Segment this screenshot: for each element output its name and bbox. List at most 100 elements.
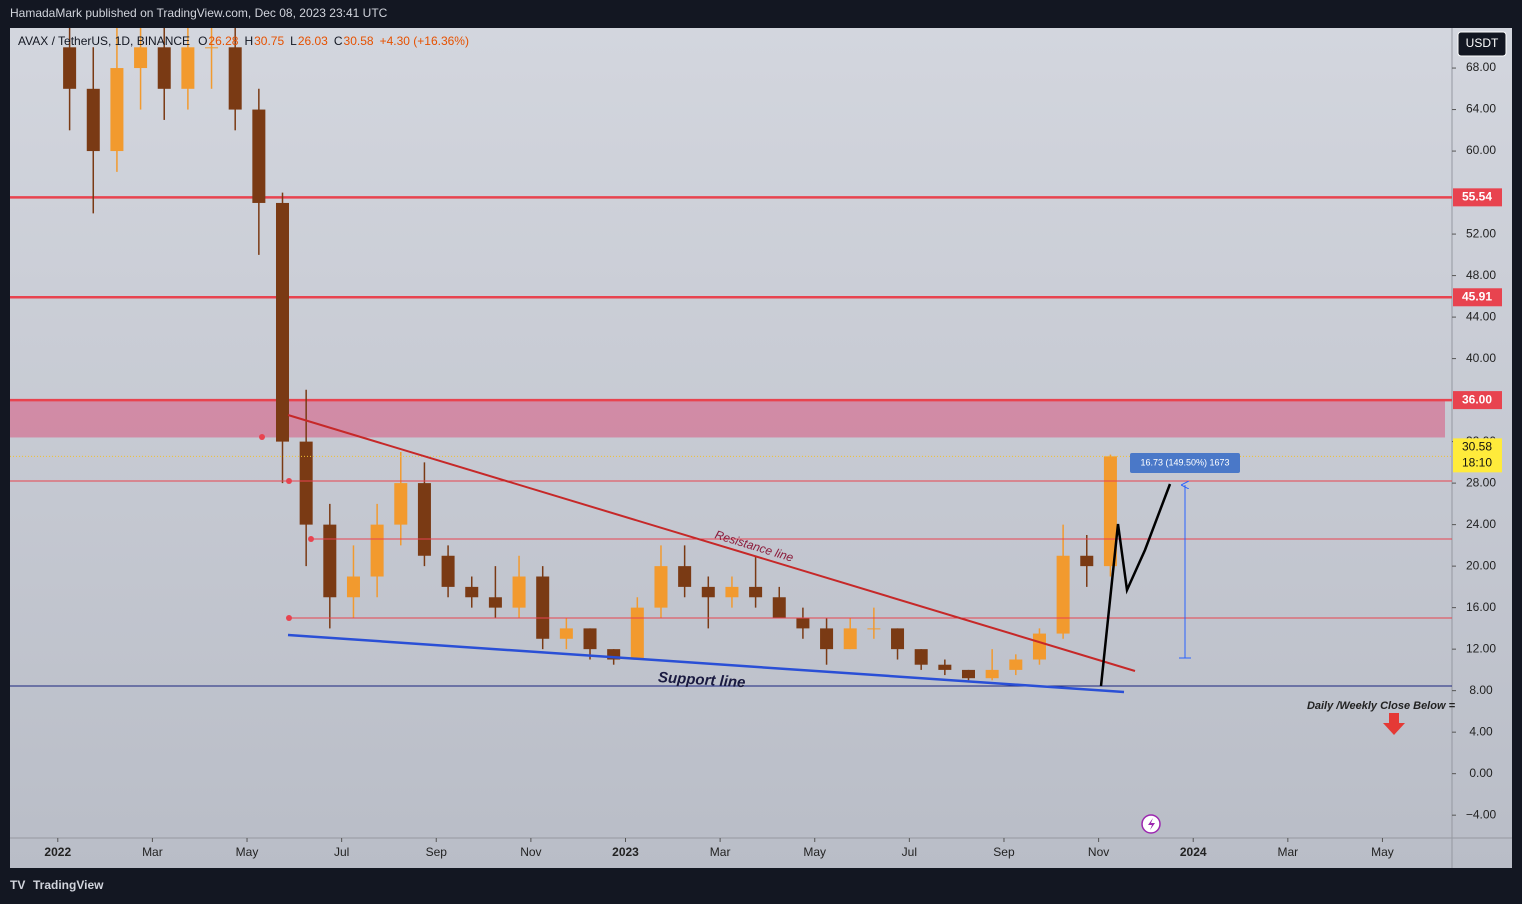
candle-body: [796, 618, 810, 629]
candle-body: [772, 597, 786, 619]
x-tick-label: 2022: [44, 845, 71, 859]
level-price-label: 45.91: [1462, 289, 1492, 303]
ohlc-key: C: [334, 34, 343, 48]
close-below-note: Daily /Weekly Close Below =: [1307, 700, 1456, 712]
candle-body: [252, 109, 266, 203]
candle-body: [394, 483, 408, 525]
candle-body: [1032, 633, 1046, 660]
y-tick-label: 28.00: [1466, 475, 1496, 489]
candle-body: [820, 628, 834, 650]
candle-body: [63, 47, 77, 89]
y-tick-label: 52.00: [1466, 226, 1496, 240]
ohlc-value: 26.03: [298, 34, 328, 48]
y-tick-label: 4.00: [1469, 724, 1493, 738]
candle-body: [1056, 555, 1070, 634]
measure-box: [1130, 453, 1240, 473]
y-tick-label: −4.00: [1466, 807, 1497, 821]
x-tick-label: May: [236, 845, 259, 859]
footer-brand: TradingView: [33, 878, 104, 892]
currency-box[interactable]: [1457, 31, 1507, 57]
wave-drawing: [1099, 483, 1172, 687]
candle-body: [275, 202, 290, 442]
anchor-dot: [286, 478, 292, 484]
ohlc-key: L: [290, 34, 297, 48]
candle-body: [299, 441, 313, 525]
candle-body: [205, 47, 219, 49]
x-tick-label: May: [803, 845, 826, 859]
candle-body: [417, 483, 431, 556]
y-tick-label: 48.00: [1466, 268, 1496, 282]
y-tick-label: 68.00: [1466, 60, 1496, 74]
y-tick-label: 20.00: [1466, 558, 1496, 572]
candle-body: [323, 524, 337, 598]
y-tick-label: 0.00: [1469, 766, 1493, 780]
candle-body: [488, 597, 502, 608]
candle-body: [181, 47, 195, 89]
x-tick-label: Jul: [334, 845, 349, 859]
candle-body: [891, 628, 905, 650]
candle-body: [134, 47, 148, 69]
y-tick-label: 44.00: [1466, 309, 1496, 323]
candle-body: [583, 628, 597, 650]
anchor-dot: [259, 434, 265, 440]
candle-body: [559, 628, 573, 639]
support-label: Support line: [658, 669, 746, 691]
candle-body: [843, 628, 857, 650]
y-tick-label: 16.00: [1466, 600, 1496, 614]
level-price-box: [1453, 288, 1502, 307]
chart-background: [10, 28, 1512, 868]
x-tick-label: May: [1371, 845, 1394, 859]
candle-body: [1009, 659, 1023, 670]
candle-body: [370, 524, 384, 577]
level-price-label: 55.54: [1462, 190, 1492, 204]
event-bolt: [1148, 818, 1155, 830]
candle-body: [630, 607, 644, 660]
x-tick-label: Nov: [1088, 845, 1109, 859]
y-tick-label: 12.00: [1466, 641, 1496, 655]
x-tick-label: Mar: [710, 845, 731, 859]
candle-body: [938, 664, 952, 670]
candle-body: [157, 47, 171, 89]
last-price-box: [1453, 438, 1502, 473]
candle-body: [1080, 555, 1094, 567]
footer-logo: TV: [10, 878, 25, 892]
candle-body: [465, 586, 479, 598]
candle-body: [654, 566, 668, 608]
drawings: 16.73 (149.50%) 1673 Resistance line Sup…: [10, 414, 1456, 834]
ohlc-key: H: [244, 34, 253, 48]
x-tick-label: Mar: [1277, 845, 1298, 859]
publisher: HamadaMark published on TradingView.com,…: [10, 6, 388, 20]
ohlc-value: 30.75: [254, 34, 284, 48]
candle-body: [961, 669, 975, 679]
anchor-dot: [286, 615, 292, 621]
resistance-line: [287, 414, 1136, 672]
candle-body: [607, 649, 621, 660]
candle-body: [441, 555, 455, 587]
plot: [10, 28, 1456, 842]
x-tick-label: Nov: [520, 845, 541, 859]
level-price-box: [1453, 188, 1502, 207]
y-tick-label: 8.00: [1469, 683, 1493, 697]
level-price-label: 36.00: [1462, 392, 1492, 406]
candle-body: [867, 628, 881, 630]
y-tick-label: 60.00: [1466, 143, 1496, 157]
x-tick-label: Jul: [902, 845, 917, 859]
last-price-label: 30.58: [1462, 440, 1492, 454]
candle-body: [512, 576, 526, 608]
y-tick-label: 40.00: [1466, 351, 1496, 365]
x-tick-label: Sep: [426, 845, 448, 859]
change: +4.30 (+16.36%): [380, 34, 469, 48]
resistance-zone: [10, 400, 1445, 438]
candle-body: [701, 586, 715, 598]
down-arrow: [1383, 713, 1405, 735]
candle-body: [86, 88, 100, 152]
symbol: AVAX / TetherUS, 1D, BINANCE: [18, 34, 190, 48]
ohlc-value: 26.28: [208, 34, 238, 48]
currency[interactable]: USDT: [1466, 36, 1499, 50]
level-price-box: [1453, 391, 1502, 410]
x-tick-label: Sep: [993, 845, 1015, 859]
support-line: [287, 633, 1125, 694]
candle-body: [346, 576, 360, 598]
ohlc-value: 30.58: [344, 34, 374, 48]
